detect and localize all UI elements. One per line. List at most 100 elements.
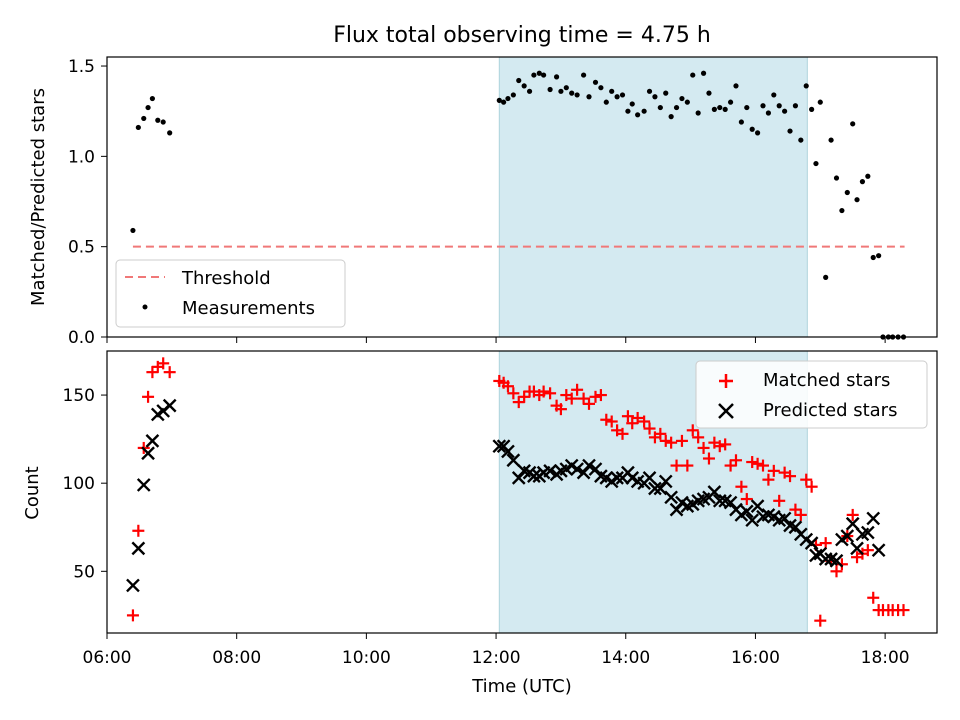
predicted-star-point — [818, 552, 833, 566]
predicted-star-x-b — [517, 464, 532, 478]
matched-star-point — [157, 357, 170, 370]
measurement-point — [876, 253, 882, 259]
predicted-star-x-b — [658, 474, 673, 489]
predicted-star-x-b — [642, 471, 657, 485]
predicted-star-point — [570, 462, 584, 476]
predicted-star-point — [492, 439, 507, 454]
matched-star-point — [814, 614, 827, 627]
matched-star-point — [544, 387, 557, 400]
matched-star-point — [537, 385, 550, 398]
measurement-point — [167, 130, 173, 136]
matched-star-point — [616, 427, 629, 440]
measurement-point — [541, 72, 547, 78]
bottom-y-ticks: 50 100 150 — [63, 386, 107, 582]
predicted-star-point — [527, 469, 541, 483]
legend-measurements-swatch — [142, 304, 148, 310]
predicted-star-x-b — [866, 511, 881, 526]
measurement-point — [155, 117, 161, 123]
measurement-point — [700, 70, 707, 76]
measurement-point — [581, 72, 587, 78]
measurement-point — [733, 83, 739, 89]
matched-star-point — [554, 403, 567, 416]
measurement-point — [854, 197, 860, 203]
predicted-star-point — [131, 541, 146, 556]
matched-star-point — [577, 392, 590, 405]
predicted-star-x-b — [506, 453, 521, 468]
measurement-point — [598, 85, 604, 91]
predicted-star-point — [648, 481, 662, 496]
measurement-point — [798, 137, 804, 143]
measurement-point — [690, 72, 696, 78]
bottom-panel: 50 100 150 06:00 08:00 10:00 12:00 14:00 16:00 1… — [22, 350, 938, 697]
measurement-point — [792, 103, 799, 109]
measurement-point — [833, 175, 840, 181]
measurement-point — [614, 94, 620, 100]
measurement-point — [749, 126, 755, 132]
measurement-point — [510, 92, 516, 98]
measurement-point — [809, 106, 815, 112]
matched-star-point — [692, 431, 705, 444]
measurement-point — [850, 121, 856, 127]
top-y-ticks: 0.0 0.5 1.0 1.5 — [68, 57, 107, 348]
predicted-star-x-b — [141, 446, 155, 461]
measurement-point — [629, 101, 635, 107]
y-tick-label: 50 — [73, 562, 95, 582]
predicted-star-x-b — [501, 444, 515, 459]
y-tick-label: 1.0 — [68, 147, 95, 167]
top-panel: 0.0 0.5 1.0 1.5 Matched/Predicted stars Thr… — [28, 56, 938, 348]
predicted-star-point — [712, 493, 727, 508]
predicted-star-point — [840, 529, 855, 543]
y-tick-label: 100 — [63, 474, 95, 494]
predicted-star-point — [809, 548, 823, 563]
bottom-legend: Matched stars Predicted stars — [695, 360, 928, 429]
bottom-legend-box — [695, 360, 928, 429]
predicted-star-x-b — [126, 578, 140, 593]
measurement-point — [823, 274, 829, 280]
measurement-point — [844, 189, 850, 196]
top-plot-frame — [106, 56, 938, 338]
measurement-point — [817, 99, 823, 105]
predicted-star-point — [860, 525, 875, 540]
predicted-star-x-b — [610, 471, 624, 485]
predicted-stars-points — [126, 398, 886, 593]
predicted-star-x-b — [594, 469, 608, 483]
measurement-point — [803, 83, 809, 89]
matched-star-point — [594, 389, 607, 402]
predicted-star-point — [829, 553, 844, 568]
measurement-point — [145, 104, 151, 111]
predicted-star-point — [850, 541, 864, 556]
measurement-point — [149, 95, 155, 102]
matched-star-point — [146, 366, 159, 379]
measurement-point — [652, 94, 658, 100]
predicted-star-x-b — [570, 462, 584, 476]
y-tick-label: 0.0 — [68, 328, 95, 348]
measurement-point — [859, 179, 866, 185]
matched-star-point — [583, 397, 596, 410]
matched-star-point — [132, 524, 145, 537]
matched-star-point — [861, 544, 874, 557]
predicted-star-x-b — [777, 511, 792, 526]
measurement-point — [646, 88, 653, 94]
matched-star-point — [762, 473, 775, 486]
measurement-point — [684, 99, 690, 105]
matched-star-point — [713, 440, 726, 453]
x-tick-label: 14:00 — [601, 648, 650, 668]
predicted-star-x-b — [588, 462, 603, 476]
predicted-star-x-b — [664, 490, 678, 505]
matched-star-point — [163, 366, 176, 379]
measurement-point — [160, 119, 166, 125]
measurement-point — [765, 110, 772, 116]
predicted-star-x-b — [599, 471, 614, 485]
measurement-point — [553, 74, 560, 80]
x-tick-label: 06:00 — [83, 648, 132, 668]
predicted-star-x-b — [871, 543, 886, 558]
measurement-point — [754, 130, 761, 136]
matched-star-point — [654, 427, 667, 440]
matched-star-point — [751, 457, 764, 470]
predicted-star-point — [866, 511, 881, 526]
predicted-star-x-b — [845, 516, 860, 531]
measurement-point — [592, 79, 599, 85]
matched-star-point — [600, 413, 613, 426]
matched-star-point — [702, 452, 715, 465]
